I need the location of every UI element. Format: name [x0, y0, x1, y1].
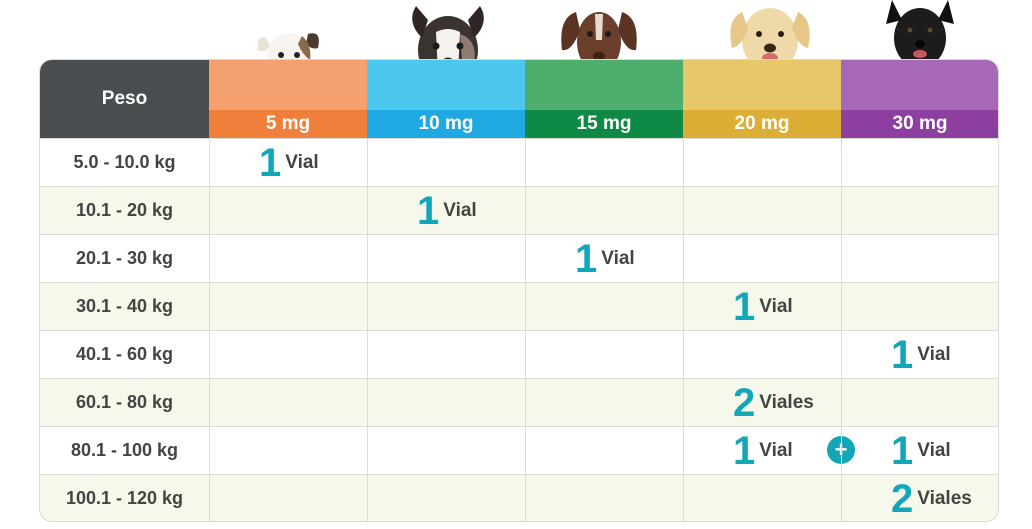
dosage-table: Peso 5 mg 10 mg 15 mg 20 mg 30 mg 5.0 - 10.0…	[40, 60, 998, 521]
column-divider	[209, 138, 210, 521]
table-row: 10.1 - 20 kg 1 Vial	[40, 186, 998, 234]
dose-label: 20 mg	[683, 110, 841, 138]
vial-unit: Viales	[917, 487, 972, 509]
vial-quantity: 1 Vial	[733, 283, 793, 330]
vial-count: 1	[733, 428, 756, 473]
vial-unit: Vial	[759, 295, 793, 317]
dose-header-band	[841, 60, 998, 110]
vial-count: 1	[259, 140, 282, 185]
weight-range-label: 100.1 - 120 kg	[65, 488, 184, 508]
vial-quantity: 2 Viales	[733, 379, 814, 426]
vial-quantity: 1 Vial	[891, 331, 951, 378]
weight-range-label: 10.1 - 20 kg	[75, 200, 174, 220]
dose-header-band	[683, 60, 841, 110]
table-row: 30.1 - 40 kg 1 Vial	[40, 282, 998, 330]
column-divider	[367, 138, 368, 521]
vial-quantity: 1 Vial	[417, 187, 477, 234]
vial-count: 2	[733, 380, 756, 425]
vial-unit: Vial	[601, 247, 635, 269]
weight-range-label: 60.1 - 80 kg	[75, 392, 174, 412]
dose-column-header: 15 mg	[525, 60, 683, 138]
vial-unit: Vial	[285, 151, 319, 173]
vial-count: 1	[417, 188, 440, 233]
weight-range-label: 30.1 - 40 kg	[75, 296, 174, 316]
vial-unit: Vial	[443, 199, 477, 221]
weight-column-header: Peso	[40, 60, 209, 138]
vial-quantity: 1 Vial	[733, 427, 793, 474]
weight-range-label: 40.1 - 60 kg	[75, 344, 174, 364]
vial-count: 1	[891, 332, 914, 377]
weight-range-label: 20.1 - 30 kg	[75, 248, 174, 268]
dose-header-band	[367, 60, 525, 110]
vial-unit: Vial	[759, 439, 793, 461]
table-row: 60.1 - 80 kg 2 Viales	[40, 378, 998, 426]
vial-unit: Vial	[917, 343, 951, 365]
vial-count: 1	[575, 236, 598, 281]
vial-quantity: 2 Viales	[891, 475, 972, 521]
vial-quantity: 1 Vial	[259, 139, 319, 186]
dose-header-band	[525, 60, 683, 110]
table-row: 40.1 - 60 kg 1 Vial	[40, 330, 998, 378]
weight-range-label: 5.0 - 10.0 kg	[73, 152, 176, 172]
vial-count: 1	[733, 284, 756, 329]
vial-quantity: 1 Vial	[891, 427, 951, 474]
dose-column-header: 5 mg	[209, 60, 367, 138]
table-row: 5.0 - 10.0 kg 1 Vial	[40, 138, 998, 186]
dose-label: 10 mg	[367, 110, 525, 138]
vial-unit: Vial	[917, 439, 951, 461]
table-header: Peso 5 mg 10 mg 15 mg 20 mg 30 mg	[40, 60, 998, 138]
vial-count: 1	[891, 428, 914, 473]
vial-quantity: 1 Vial	[575, 235, 635, 282]
dose-label: 30 mg	[841, 110, 998, 138]
table-row: 100.1 - 120 kg 2 Viales	[40, 474, 998, 521]
dose-label: 5 mg	[209, 110, 367, 138]
column-divider	[683, 138, 684, 521]
dose-header-band	[209, 60, 367, 110]
dose-label: 15 mg	[525, 110, 683, 138]
dose-column-header: 30 mg	[841, 60, 998, 138]
dose-column-header: 10 mg	[367, 60, 525, 138]
table-row: 20.1 - 30 kg 1 Vial	[40, 234, 998, 282]
vial-count: 2	[891, 476, 914, 521]
column-divider	[525, 138, 526, 521]
dose-column-header: 20 mg	[683, 60, 841, 138]
vial-unit: Viales	[759, 391, 814, 413]
column-divider	[841, 138, 842, 521]
weight-range-label: 80.1 - 100 kg	[70, 440, 179, 460]
